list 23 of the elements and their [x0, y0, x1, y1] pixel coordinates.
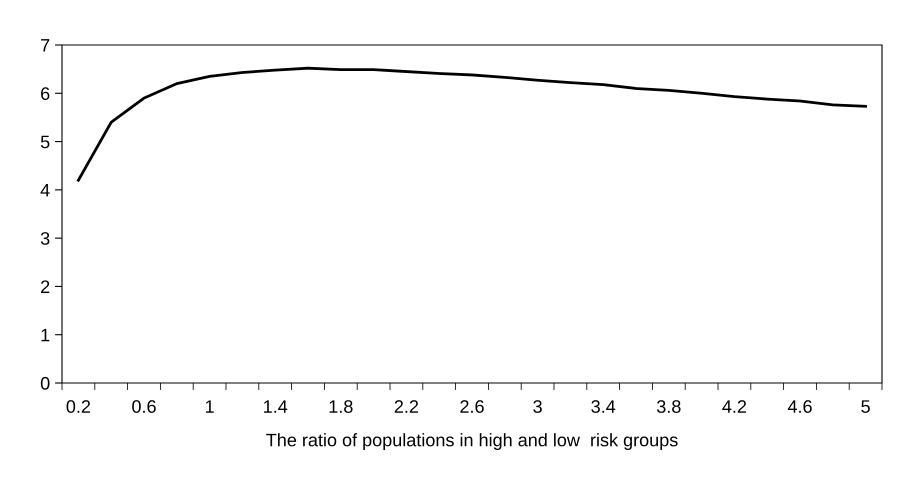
x-axis-title: The ratio of populations in high and low risk groups: [266, 433, 678, 450]
y-tick-label: 6: [41, 87, 50, 100]
x-tick-label: 2.6: [460, 400, 484, 413]
x-tick-label: 4.6: [788, 400, 812, 413]
x-tick-label: 3.8: [656, 400, 681, 413]
x-tick-label: 1: [206, 400, 214, 413]
x-tick-label: 1.8: [330, 400, 353, 413]
x-tick-label: 5: [861, 400, 870, 413]
line-series: [77, 66, 867, 182]
y-tick-label: 0: [40, 376, 50, 390]
x-tick-label: 0.2: [66, 400, 90, 413]
y-tick-label: 7: [41, 39, 50, 52]
x-tick-label: 4.2: [722, 400, 746, 413]
x-tick-label: 3: [533, 400, 542, 413]
x-tick-label: 1.4: [264, 400, 288, 413]
x-tick-label: 0.6: [132, 400, 156, 413]
y-tick-label: 2: [41, 280, 50, 293]
x-tick-label: 2.2: [394, 400, 418, 413]
y-tick-label: 4: [40, 184, 50, 196]
y-tick-label: 1: [42, 328, 50, 342]
y-tick-label: 5: [40, 136, 50, 148]
x-tick-label: 3.4: [591, 400, 616, 413]
y-tick-label: 3: [40, 232, 50, 245]
